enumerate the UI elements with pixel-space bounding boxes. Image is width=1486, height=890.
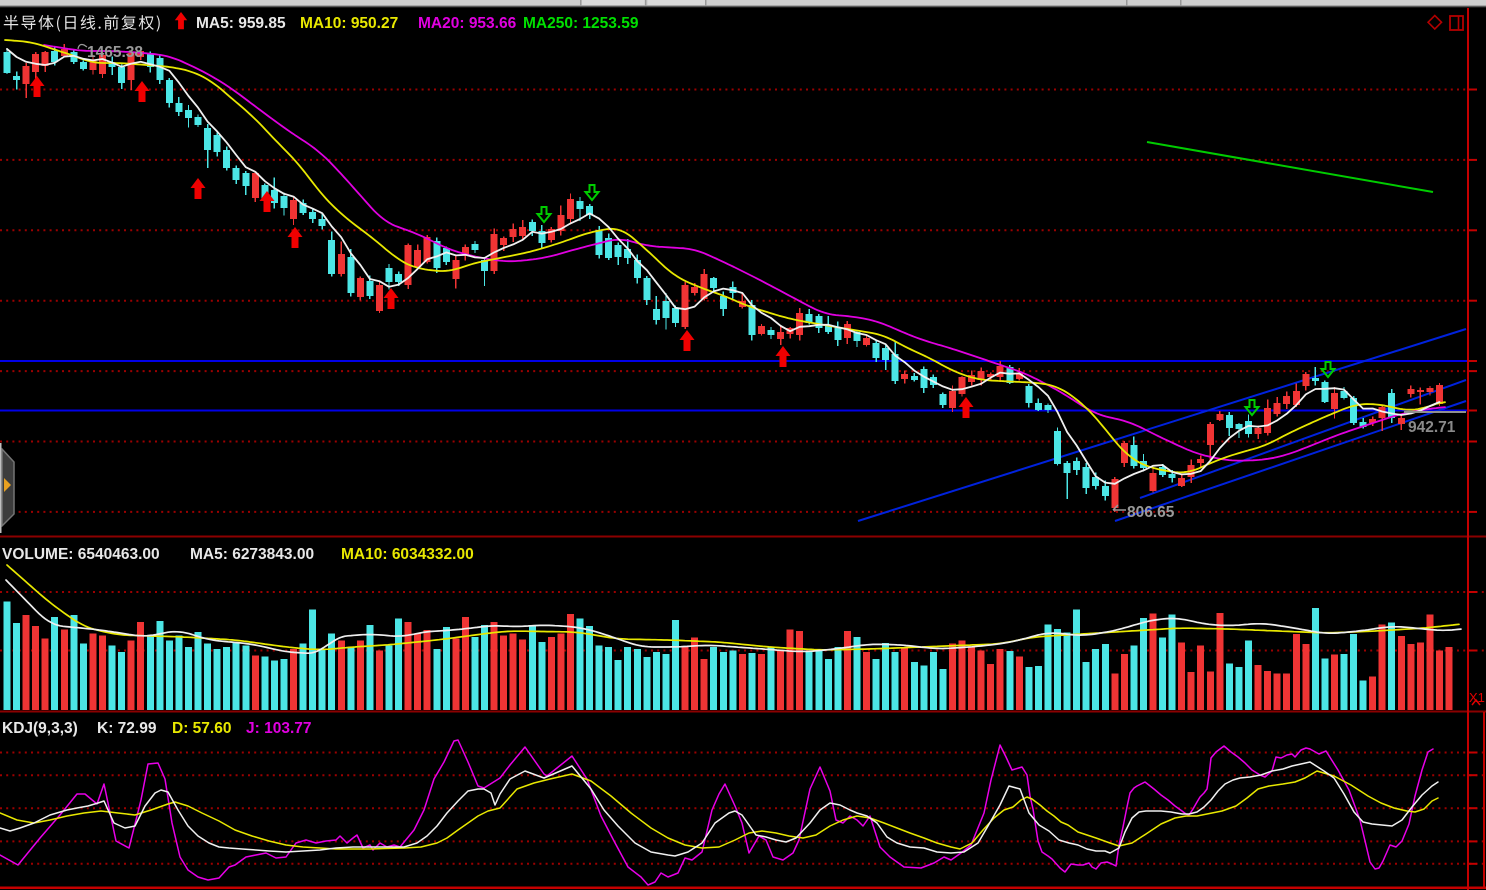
svg-text:MA250: 1253.59: MA250: 1253.59 xyxy=(523,15,639,32)
svg-text:MA10: 950.27: MA10: 950.27 xyxy=(300,15,398,32)
svg-text:MA10: 6034332.00: MA10: 6034332.00 xyxy=(341,546,474,563)
svg-text:D: 57.60: D: 57.60 xyxy=(172,720,231,737)
svg-text:MA20: 953.66: MA20: 953.66 xyxy=(418,15,517,32)
svg-text:806.65: 806.65 xyxy=(1127,504,1175,521)
svg-text:X1: X1 xyxy=(1469,690,1485,705)
svg-text:942.71: 942.71 xyxy=(1408,419,1456,436)
svg-text:K: 72.99: K: 72.99 xyxy=(97,720,157,737)
svg-text:MA5: 6273843.00: MA5: 6273843.00 xyxy=(190,546,314,563)
svg-text:1465.38: 1465.38 xyxy=(87,44,143,61)
svg-text:MA5: 959.85: MA5: 959.85 xyxy=(196,15,286,32)
svg-text:J: 103.77: J: 103.77 xyxy=(246,720,312,737)
svg-text:VOLUME: 6540463.00: VOLUME: 6540463.00 xyxy=(2,546,160,563)
svg-text:KDJ(9,3,3): KDJ(9,3,3) xyxy=(2,720,78,737)
